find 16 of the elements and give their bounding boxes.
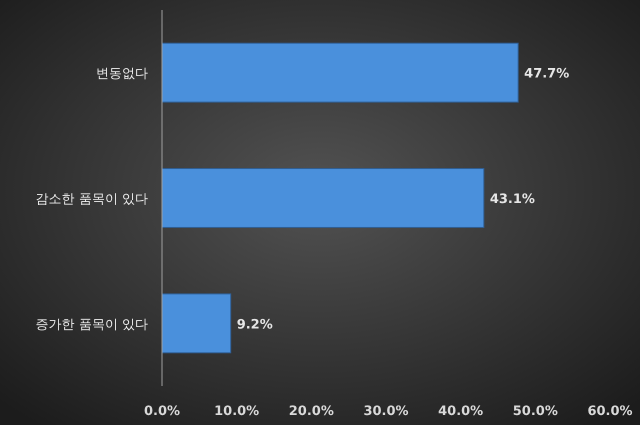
y-tick-label: 증가한 품목이 있다 xyxy=(36,317,148,332)
x-tick-label: 50.0% xyxy=(512,404,558,419)
y-tick-label: 감소한 품목이 있다 xyxy=(36,192,148,207)
x-tick-label: 30.0% xyxy=(363,404,409,419)
x-tick-label: 40.0% xyxy=(438,404,484,419)
bar xyxy=(162,168,484,228)
x-tick-label: 60.0% xyxy=(587,404,633,419)
data-label: 43.1% xyxy=(490,192,535,207)
bar xyxy=(162,42,519,103)
x-tick-label: 0.0% xyxy=(144,404,180,419)
x-tick-label: 20.0% xyxy=(288,404,334,419)
y-tick-label: 변동없다 xyxy=(96,66,148,82)
data-label: 47.7% xyxy=(524,66,570,82)
bar xyxy=(162,293,232,354)
x-tick-label: 10.0% xyxy=(214,404,260,419)
data-label: 9.2% xyxy=(236,317,273,332)
